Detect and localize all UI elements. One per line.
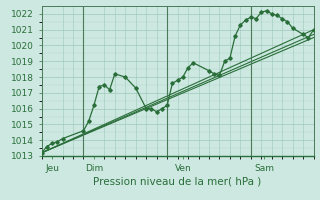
X-axis label: Pression niveau de la mer( hPa ): Pression niveau de la mer( hPa ) xyxy=(93,177,262,187)
